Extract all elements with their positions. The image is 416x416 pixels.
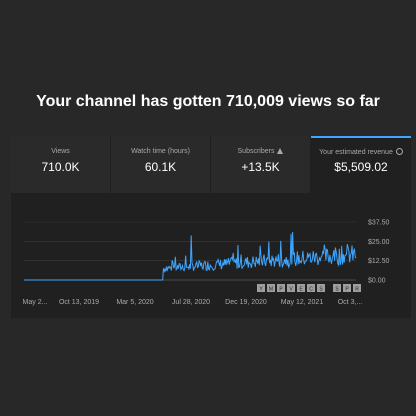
x-tick-label: May 12, 2021 xyxy=(280,299,324,306)
video-marker[interactable]: V xyxy=(287,284,295,293)
video-marker-box xyxy=(343,284,351,292)
video-marker[interactable]: E xyxy=(297,284,305,293)
video-marker-label: E xyxy=(299,287,303,293)
video-marker-label: V xyxy=(289,287,293,293)
video-marker-box xyxy=(333,284,341,292)
metric-label-views: Views xyxy=(51,148,70,155)
video-marker-label: M xyxy=(269,287,273,293)
video-marker-box xyxy=(287,284,295,292)
chart-grid xyxy=(24,221,356,281)
x-tick-label: Dec 19, 2020 xyxy=(225,299,267,306)
metric-value-watch-time: 60.1K xyxy=(144,160,177,174)
metric-value-revenue: $5,509.02 xyxy=(334,160,388,174)
y-tick-label: $25.00 xyxy=(368,239,390,246)
video-marker[interactable]: S xyxy=(317,284,325,293)
x-tick-label: May 2... xyxy=(22,299,48,306)
video-marker[interactable]: R xyxy=(353,284,361,293)
video-marker-box xyxy=(307,284,315,292)
video-marker-label: C xyxy=(309,287,313,293)
warning-icon xyxy=(277,148,284,154)
x-tick-label: Mar 5, 2020 xyxy=(116,299,154,306)
video-marker-label: Y xyxy=(259,287,263,293)
video-marker-label: P xyxy=(279,287,283,293)
video-marker-label: S xyxy=(319,287,323,293)
video-marker-box xyxy=(353,284,361,292)
x-tick-label: Oct 13, 2019 xyxy=(58,299,100,306)
metric-label-watch-time: Watch time (hours) xyxy=(131,148,190,155)
metric-label-subscribers-wrap: Subscribers xyxy=(211,148,310,155)
metric-tab-views[interactable]: Views 710.0K xyxy=(11,136,110,193)
y-tick-label: $12.50 xyxy=(368,258,390,265)
video-marker-box xyxy=(257,284,265,292)
metric-tabs: Views 710.0K Watch time (hours) 60.1K Su… xyxy=(11,136,411,193)
video-marker[interactable]: P xyxy=(343,284,351,293)
metric-value-subscribers: +13.5K xyxy=(241,160,280,174)
metric-tab-revenue[interactable]: Your estimated revenue $5,509.02 xyxy=(311,136,411,193)
x-tick-label: Jul 28, 2020 xyxy=(171,299,211,306)
x-tick-label: Oct 3,... xyxy=(337,299,363,306)
video-marker[interactable]: C xyxy=(307,284,315,293)
metric-tab-watch-time[interactable]: Watch time (hours) 60.1K xyxy=(111,136,210,193)
metric-tab-subscribers[interactable]: Subscribers +13.5K xyxy=(211,136,310,193)
chart-y-labels: $37.50 $25.00 $12.50 $0.00 xyxy=(368,220,390,285)
metric-value-views: 710.0K xyxy=(41,160,80,174)
video-marker[interactable]: S xyxy=(333,284,341,293)
chart-x-labels: May 2... Oct 13, 2019 Mar 5, 2020 Jul 28, 2… xyxy=(11,299,411,311)
video-marker-box xyxy=(277,284,285,292)
metric-label-subscribers: Subscribers xyxy=(237,148,275,155)
video-marker-box xyxy=(267,284,275,292)
y-tick-label: $37.50 xyxy=(368,220,390,227)
y-tick-label: $0.00 xyxy=(368,278,386,285)
metric-label-revenue: Your estimated revenue xyxy=(319,149,393,156)
clock-icon xyxy=(395,148,403,155)
video-marker-label: R xyxy=(355,287,359,293)
revenue-series-line xyxy=(24,232,357,281)
video-marker[interactable]: P xyxy=(277,284,285,293)
video-marker-box xyxy=(297,284,305,292)
video-marker[interactable]: Y xyxy=(257,284,265,293)
video-marker-box xyxy=(317,284,325,292)
video-marker-label: P xyxy=(345,287,349,293)
analytics-card: Views 710.0K Watch time (hours) 60.1K Su… xyxy=(11,136,411,318)
video-marker-label: S xyxy=(335,287,339,293)
video-marker[interactable]: M xyxy=(267,284,275,293)
metric-label-revenue-wrap: Your estimated revenue xyxy=(311,148,411,156)
page-headline: Your channel has gotten 710,009 views so… xyxy=(36,93,380,110)
